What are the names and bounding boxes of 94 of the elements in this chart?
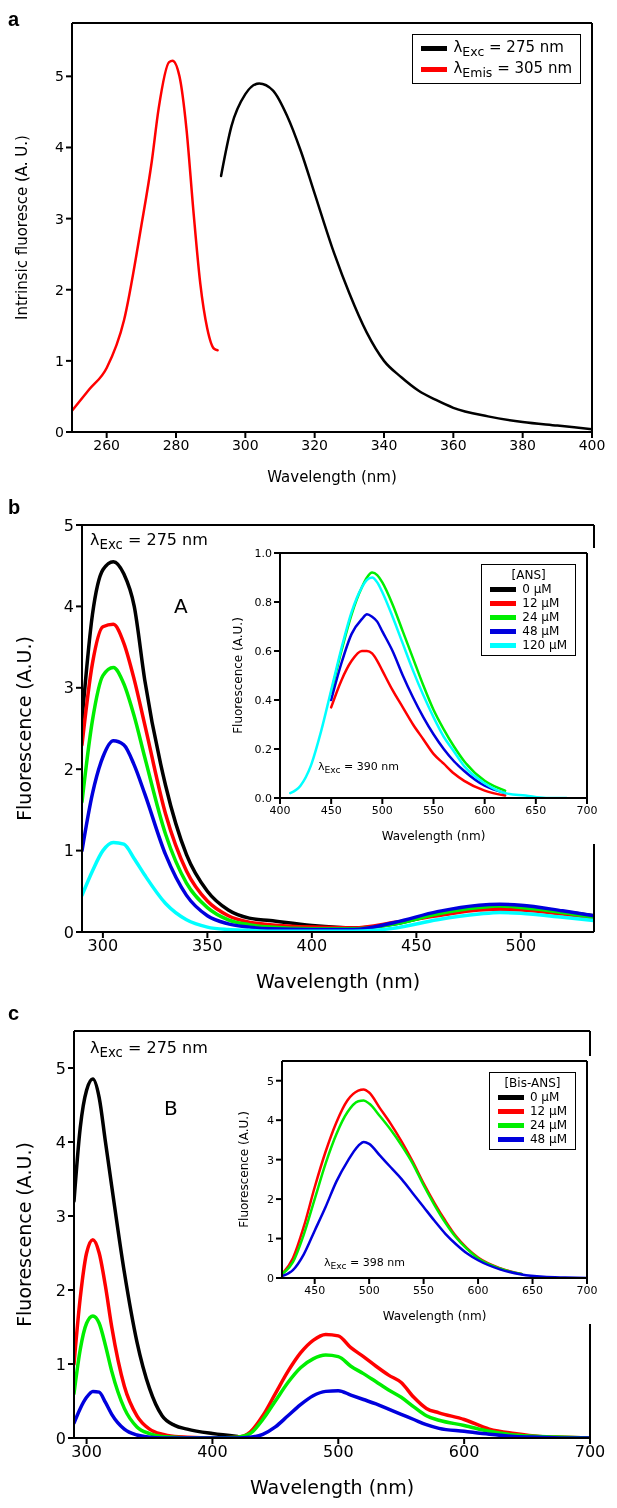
annotation: λ$_{Exc}$ = 390 nm bbox=[318, 760, 399, 776]
x-tick-label: 360 bbox=[439, 436, 467, 453]
x-tick-label: 340 bbox=[370, 436, 398, 453]
x-tick-label: 400 bbox=[296, 936, 328, 956]
y-tick-label: 2 bbox=[55, 281, 64, 298]
legend-label: λ$_{Exc}$ = 275 nm bbox=[453, 38, 564, 59]
legend-title: [Bis-ANS] bbox=[503, 1076, 562, 1090]
y-tick-label: 0.8 bbox=[254, 595, 272, 609]
legend-label: 48 μM bbox=[529, 1132, 567, 1146]
annotation: B bbox=[164, 1096, 178, 1120]
y-axis-title: Intrinsic fluoresce (A. U.) bbox=[13, 135, 32, 320]
x-tick-label: 700 bbox=[576, 1283, 598, 1297]
x-tick-label: 650 bbox=[525, 803, 547, 817]
y-axis-title: Fluorescence (A.U.) bbox=[231, 617, 246, 734]
x-axis-title: Wavelength (nm) bbox=[255, 970, 421, 992]
legend-label: 0 μM bbox=[522, 582, 552, 596]
y-tick-label: 5 bbox=[55, 1058, 66, 1078]
y-tick-label: 0 bbox=[55, 423, 64, 440]
x-tick-label: 300 bbox=[231, 436, 259, 453]
y-axis-title: Fluorescence (A.U.) bbox=[237, 1111, 252, 1228]
y-tick-label: 2 bbox=[55, 1280, 66, 1300]
x-tick-label: 450 bbox=[320, 803, 342, 817]
x-tick-label: 700 bbox=[574, 1442, 606, 1462]
legend-label: 0 μM bbox=[529, 1090, 560, 1104]
chart-title: a bbox=[8, 8, 20, 31]
x-tick-label: 400 bbox=[269, 803, 291, 817]
y-tick-label: 2 bbox=[63, 759, 74, 779]
x-tick-label: 450 bbox=[304, 1283, 326, 1297]
x-tick-label: 700 bbox=[576, 803, 598, 817]
y-tick-label: 3 bbox=[267, 1153, 274, 1167]
y-tick-label: 0.6 bbox=[254, 644, 272, 658]
x-axis-title: Wavelength (nm) bbox=[381, 829, 486, 843]
x-tick-label: 300 bbox=[87, 936, 119, 956]
y-tick-label: 5 bbox=[267, 1074, 274, 1088]
x-axis-title: Wavelength (nm) bbox=[249, 1476, 415, 1498]
y-tick-label: 5 bbox=[63, 515, 74, 535]
legend-title: [ANS] bbox=[510, 568, 547, 582]
chart-title: c bbox=[8, 1002, 20, 1025]
x-tick-label: 550 bbox=[423, 803, 444, 817]
chart-title: b bbox=[8, 496, 21, 519]
y-tick-label: 4 bbox=[55, 1132, 66, 1152]
annotation: λ$_{Exc}$ = 275 nm bbox=[90, 1038, 208, 1061]
x-tick-label: 320 bbox=[301, 436, 329, 453]
x-tick-label: 500 bbox=[358, 1283, 380, 1297]
x-tick-label: 380 bbox=[509, 436, 537, 453]
legend-label: 120 μM bbox=[522, 638, 567, 652]
y-axis-title: Fluorescence (A.U.) bbox=[12, 636, 35, 821]
x-tick-label: 350 bbox=[192, 936, 223, 956]
y-tick-label: 1 bbox=[55, 1354, 66, 1374]
legend-label: 24 μM bbox=[522, 610, 560, 624]
y-tick-label: 3 bbox=[55, 1206, 66, 1226]
x-tick-label: 450 bbox=[401, 936, 432, 956]
y-tick-label: 0.4 bbox=[254, 693, 272, 707]
x-tick-label: 400 bbox=[197, 1442, 228, 1462]
y-tick-label: 0 bbox=[63, 922, 74, 942]
legend-label: 24 μM bbox=[529, 1118, 567, 1132]
legend-label: 12 μM bbox=[522, 596, 560, 610]
annotation: λ$_{Exc}$ = 398 nm bbox=[324, 1256, 405, 1272]
x-tick-label: 260 bbox=[93, 436, 121, 453]
x-tick-label: 500 bbox=[505, 936, 537, 956]
x-axis-title: Wavelength (nm) bbox=[382, 1309, 487, 1323]
x-tick-label: 500 bbox=[323, 1442, 354, 1462]
x-tick-label: 300 bbox=[71, 1442, 102, 1462]
y-tick-label: 1 bbox=[267, 1232, 274, 1246]
x-tick-label: 600 bbox=[448, 1442, 480, 1462]
x-tick-label: 650 bbox=[522, 1283, 544, 1297]
line-series bbox=[72, 59, 219, 412]
annotation: A bbox=[174, 594, 188, 618]
y-tick-label: 0 bbox=[267, 1271, 274, 1285]
y-tick-label: 4 bbox=[267, 1114, 274, 1128]
x-tick-label: 400 bbox=[578, 436, 606, 453]
y-axis-title: Fluorescence (A.U.) bbox=[12, 1142, 35, 1327]
legend-label: λ$_{Emis}$ = 305 nm bbox=[453, 59, 572, 80]
x-tick-label: 280 bbox=[162, 436, 190, 453]
y-tick-label: 1 bbox=[55, 352, 64, 369]
y-tick-label: 0.0 bbox=[254, 791, 272, 805]
legend-label: 48 μM bbox=[522, 624, 560, 638]
x-tick-label: 600 bbox=[467, 1283, 489, 1297]
y-tick-label: 3 bbox=[63, 678, 74, 698]
annotation: λ$_{Exc}$ = 275 nm bbox=[90, 530, 208, 553]
x-tick-label: 600 bbox=[474, 803, 496, 817]
legend-label: 12 μM bbox=[529, 1104, 567, 1118]
y-tick-label: 1 bbox=[63, 841, 74, 861]
y-tick-label: 3 bbox=[55, 210, 64, 227]
y-tick-label: 5 bbox=[55, 68, 64, 85]
x-tick-label: 550 bbox=[413, 1283, 435, 1297]
y-tick-label: 0.2 bbox=[254, 742, 272, 756]
x-axis-title: Wavelength (nm) bbox=[267, 468, 397, 486]
y-tick-label: 4 bbox=[55, 139, 65, 156]
x-tick-label: 500 bbox=[371, 803, 393, 817]
y-tick-label: 0 bbox=[55, 1428, 66, 1448]
y-tick-label: 4 bbox=[63, 597, 74, 617]
y-tick-label: 1.0 bbox=[254, 546, 272, 560]
y-tick-label: 2 bbox=[267, 1193, 274, 1206]
